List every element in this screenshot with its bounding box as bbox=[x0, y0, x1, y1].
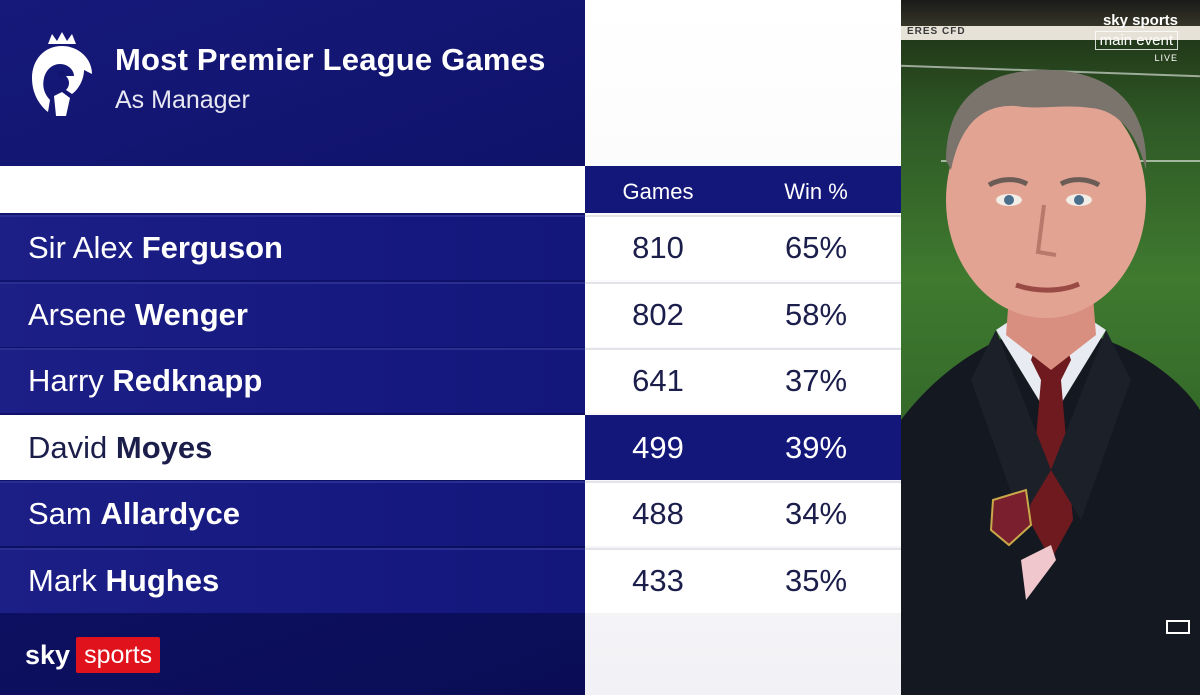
value-cell bbox=[585, 215, 901, 280]
name-cell bbox=[0, 281, 585, 347]
page-title: Most Premier League Games bbox=[115, 42, 546, 77]
win-value: 39% bbox=[784, 429, 848, 465]
manager-first-name: Arsene bbox=[28, 296, 127, 332]
name-cell bbox=[0, 414, 585, 480]
value-cell bbox=[585, 348, 901, 413]
table-row: Harry Redknapp 641 37% bbox=[0, 348, 901, 413]
manager-name: Arsene Wenger bbox=[28, 297, 248, 333]
manager-name: David Moyes bbox=[28, 430, 212, 466]
watermark-line2: main event bbox=[1094, 31, 1178, 50]
value-cell bbox=[585, 481, 901, 546]
table-row: Mark Hughes 433 35% bbox=[0, 547, 901, 613]
win-value: 65% bbox=[784, 230, 848, 265]
manager-first-name: Mark bbox=[28, 562, 97, 598]
manager-first-name: Sam bbox=[28, 496, 92, 531]
games-value: 433 bbox=[632, 562, 684, 598]
manager-name: Mark Hughes bbox=[28, 563, 219, 599]
games-value: 810 bbox=[632, 230, 684, 265]
column-header-spacer bbox=[0, 166, 585, 213]
name-cell bbox=[0, 215, 585, 280]
advertising-board bbox=[901, 26, 1200, 40]
watermark-live: LIVE bbox=[1154, 53, 1178, 63]
table-row: Arsene Wenger 802 58% bbox=[0, 281, 901, 347]
manager-name: Sam Allardyce bbox=[28, 496, 240, 532]
manager-last-name: Redknapp bbox=[112, 363, 263, 398]
sky-sports-logo: sky sports bbox=[25, 637, 161, 673]
name-cell bbox=[0, 481, 585, 546]
manager-last-name: Wenger bbox=[134, 296, 248, 332]
table-row: Sam Allardyce 488 34% bbox=[0, 481, 901, 546]
manager-last-name: Hughes bbox=[105, 562, 220, 598]
manager-first-name: Harry bbox=[28, 363, 104, 398]
manager-photo: ERES CFD sky sports bbox=[901, 0, 1200, 695]
advertising-board-text: ERES CFD bbox=[907, 26, 966, 37]
win-value: 37% bbox=[784, 363, 848, 398]
sky-logo-text: sky bbox=[25, 640, 71, 670]
manager-last-name: Ferguson bbox=[141, 230, 283, 265]
screen-corner-icon bbox=[1166, 620, 1190, 634]
sports-logo-text: sports bbox=[76, 637, 161, 673]
win-value: 34% bbox=[784, 496, 848, 531]
table-row: Sir Alex Ferguson 810 65% bbox=[0, 215, 901, 280]
win-value: 35% bbox=[784, 562, 848, 598]
column-header-win: Win % bbox=[784, 179, 848, 204]
column-header-games: Games bbox=[622, 179, 694, 204]
watermark-line1: sky sports bbox=[1102, 12, 1178, 29]
manager-first-name: David bbox=[28, 429, 108, 465]
games-value: 802 bbox=[632, 296, 684, 332]
games-value: 641 bbox=[632, 363, 684, 398]
games-value: 499 bbox=[632, 429, 684, 465]
column-header-band bbox=[585, 166, 901, 213]
manager-figure-icon bbox=[901, 69, 1200, 695]
manager-last-name: Moyes bbox=[115, 429, 213, 465]
manager-first-name: Sir Alex bbox=[28, 230, 134, 265]
stadium-stand bbox=[901, 0, 1200, 30]
manager-name: Sir Alex Ferguson bbox=[28, 230, 283, 266]
value-cell bbox=[585, 281, 901, 347]
value-cell bbox=[585, 414, 901, 480]
page-subtitle: As Manager bbox=[115, 86, 250, 114]
manager-name: Harry Redknapp bbox=[28, 363, 262, 399]
name-cell bbox=[0, 547, 585, 613]
win-value: 58% bbox=[784, 296, 848, 332]
games-value: 488 bbox=[632, 496, 684, 531]
value-cell bbox=[585, 547, 901, 613]
name-cell bbox=[0, 348, 585, 413]
premier-league-lion-icon bbox=[32, 32, 92, 116]
channel-watermark: sky sports main event LIVE bbox=[1094, 12, 1178, 63]
manager-last-name: Allardyce bbox=[100, 496, 240, 531]
table-row: David Moyes 499 39% bbox=[0, 414, 901, 480]
